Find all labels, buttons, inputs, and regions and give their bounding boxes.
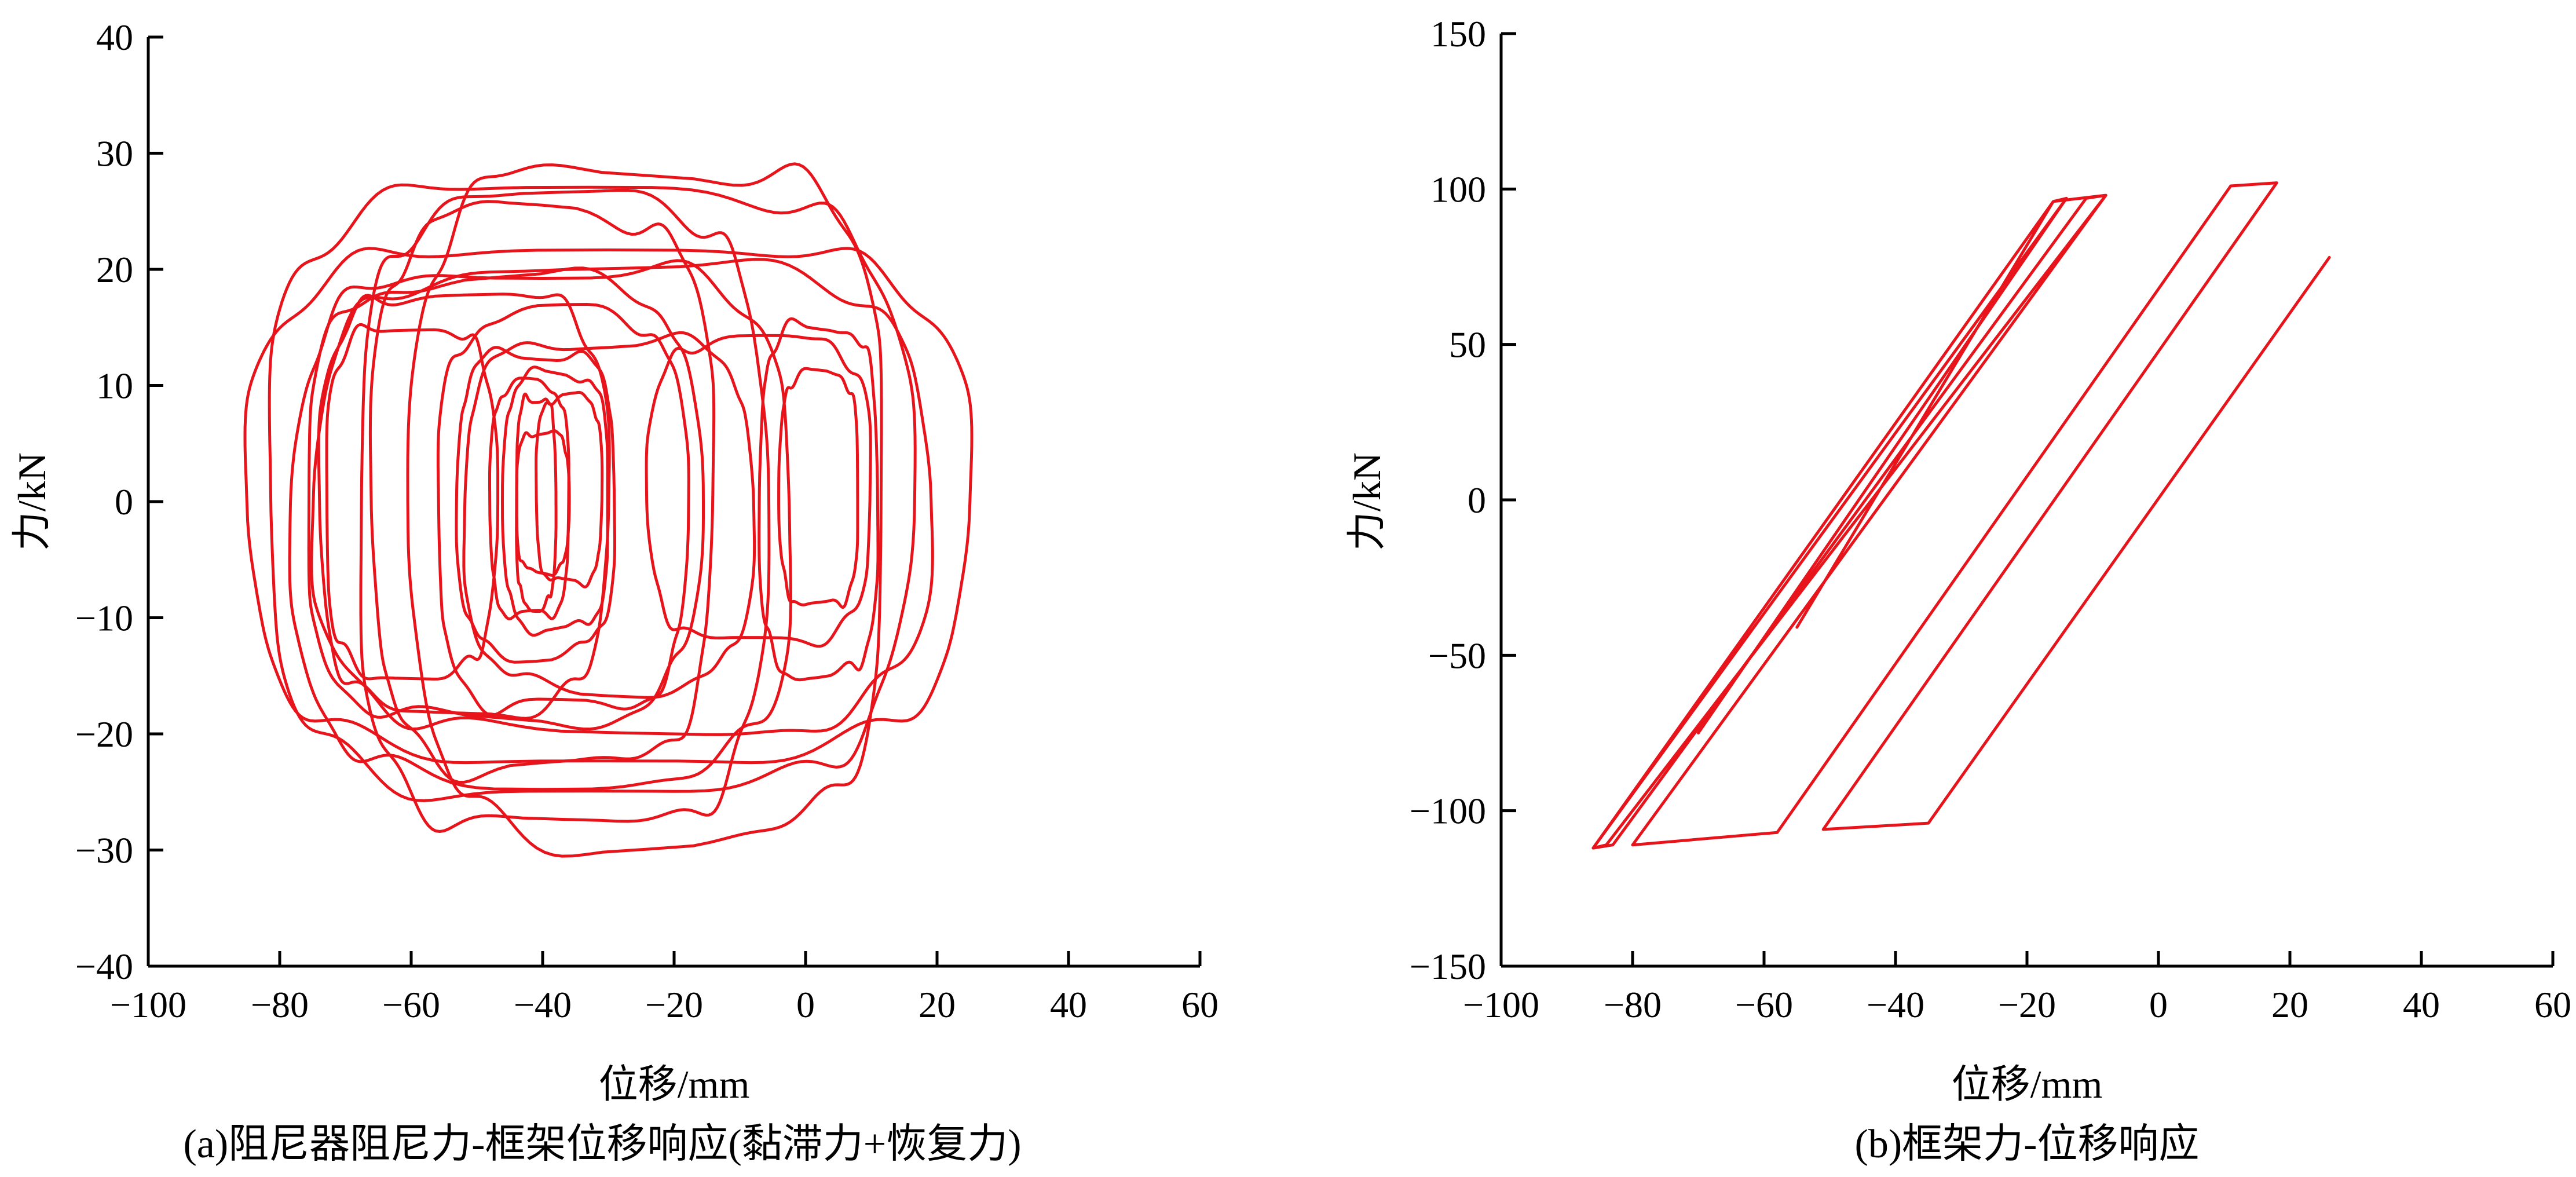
panel-a-hysteresis-loop xyxy=(243,247,974,765)
panel-a-x-tick-label: −80 xyxy=(251,984,309,1025)
panel-b-y-ticks: −150 −100 −50 0 50 100 150 xyxy=(1410,13,1516,987)
panel-b-x-tick-label: −80 xyxy=(1604,984,1662,1025)
panel-b-x-tick-label: −60 xyxy=(1735,984,1793,1025)
panel-b-x-tick-label: −20 xyxy=(1998,984,2056,1025)
panel-a-hysteresis-loop xyxy=(368,200,716,784)
panel-a-hysteresis-loop xyxy=(777,367,859,609)
panel-b-x-tick-label: 60 xyxy=(2534,984,2571,1025)
panel-b-x-ticks: −100 −80 −60 −40 −20 0 20 40 60 xyxy=(1463,951,2571,1025)
panel-a-hysteresis-loop xyxy=(535,390,604,588)
panel-a-x-tick-label: −20 xyxy=(645,984,703,1025)
panel-a-y-tick-label: −40 xyxy=(75,946,133,987)
panel-b-y-tick-label: 0 xyxy=(1468,480,1486,521)
panel-a-y-tick-label: −10 xyxy=(75,598,133,639)
panel-b-force-displacement-line xyxy=(1591,181,2331,850)
panel-a-hysteresis-series xyxy=(243,162,974,858)
panel-b-y-tick-label: −100 xyxy=(1410,791,1486,832)
panel-a-y-tick-label: −20 xyxy=(75,714,133,755)
panel-a-x-axis-label: 位移/mm xyxy=(599,1062,750,1106)
panel-a-x-tick-label: −60 xyxy=(382,984,440,1025)
panel-b-x-tick-label: −100 xyxy=(1463,984,1539,1025)
panel-a-x-tick-label: 40 xyxy=(1050,984,1087,1025)
panel-a-hysteresis-loop xyxy=(307,266,705,731)
panel-a-y-tick-label: −30 xyxy=(75,830,133,871)
panel-b-frame-force-chart: −100 −80 −60 −40 −20 0 20 40 60 −150−100−5005010… xyxy=(1345,13,2571,1167)
panel-a-y-axis-label: 力/kN xyxy=(10,452,54,551)
panel-a-hysteresis-loop xyxy=(268,183,917,802)
panel-a-x-tick-label: −100 xyxy=(110,984,186,1025)
panel-b-x-axis-label: 位移/mm xyxy=(1952,1062,2103,1106)
panel-a-hysteresis-loop xyxy=(406,162,883,858)
panel-b-y-tick-label: −50 xyxy=(1428,635,1486,676)
panel-a-x-tick-label: 20 xyxy=(919,984,956,1025)
panel-a-hysteresis-loop xyxy=(515,429,571,577)
panel-a-y-tick-label: 0 xyxy=(115,481,133,522)
panel-a-hysteresis-loop xyxy=(310,258,934,736)
panel-b-x-tick-label: 40 xyxy=(2403,984,2440,1025)
panel-a-hysteresis-loop xyxy=(645,334,872,648)
panel-b-y-tick-label: 150 xyxy=(1430,13,1486,54)
panel-a-damper-force-chart: −100 −80 −60 −40 −20 0 20 40 60 −40−30−20−100102… xyxy=(10,17,1219,1167)
panel-b-x-tick-label: −40 xyxy=(1867,984,1924,1025)
panel-a-hysteresis-loop xyxy=(325,323,500,681)
panel-a-hysteresis-loop xyxy=(758,317,880,682)
panel-a-y-tick-label: 20 xyxy=(96,249,133,290)
panel-b-y-tick-label: 100 xyxy=(1430,169,1486,210)
panel-a-y-tick-label: 40 xyxy=(96,17,133,58)
panel-a-hysteresis-loop xyxy=(317,293,611,720)
panel-a-hysteresis-loop xyxy=(501,365,609,637)
panel-b-x-tick-label: 20 xyxy=(2271,984,2308,1025)
panel-a-y-ticks: −40 −30 −20 −10 0 10 20 30 40 xyxy=(75,17,163,987)
panel-a-y-tick-label: 30 xyxy=(96,133,133,174)
panel-b-hysteresis-series xyxy=(1591,181,2331,850)
panel-b-caption: (b)框架力-位移响应 xyxy=(1855,1122,2200,1167)
panel-a-x-tick-label: −40 xyxy=(514,984,572,1025)
panel-a-x-tick-label: 60 xyxy=(1181,984,1219,1025)
panel-a-hysteresis-loop xyxy=(515,392,558,613)
panel-b-x-tick-label: 0 xyxy=(2149,984,2168,1025)
panel-b-y-tick-label: 50 xyxy=(1449,324,1486,365)
panel-a-x-tick-label: 0 xyxy=(796,984,815,1025)
panel-b-y-tick-label: −150 xyxy=(1410,946,1486,987)
panel-a-caption: (a)阻尼器阻尼力-框架位移响应(黏滞力+恢复力) xyxy=(183,1122,1021,1167)
panel-a-hysteresis-loop xyxy=(359,188,771,833)
panel-a-hysteresis-loop xyxy=(288,259,792,791)
panel-a-hysteresis-loop xyxy=(455,346,616,664)
panel-a-hysteresis-loop xyxy=(462,331,756,699)
panel-a-x-ticks: −100 −80 −60 −40 −20 0 20 40 60 xyxy=(110,951,1219,1025)
panel-b-force-displacement-segment xyxy=(1697,196,2068,734)
panel-a-y-tick-label: 10 xyxy=(96,365,133,407)
panel-b-y-axis-label: 力/kN xyxy=(1345,452,1389,551)
